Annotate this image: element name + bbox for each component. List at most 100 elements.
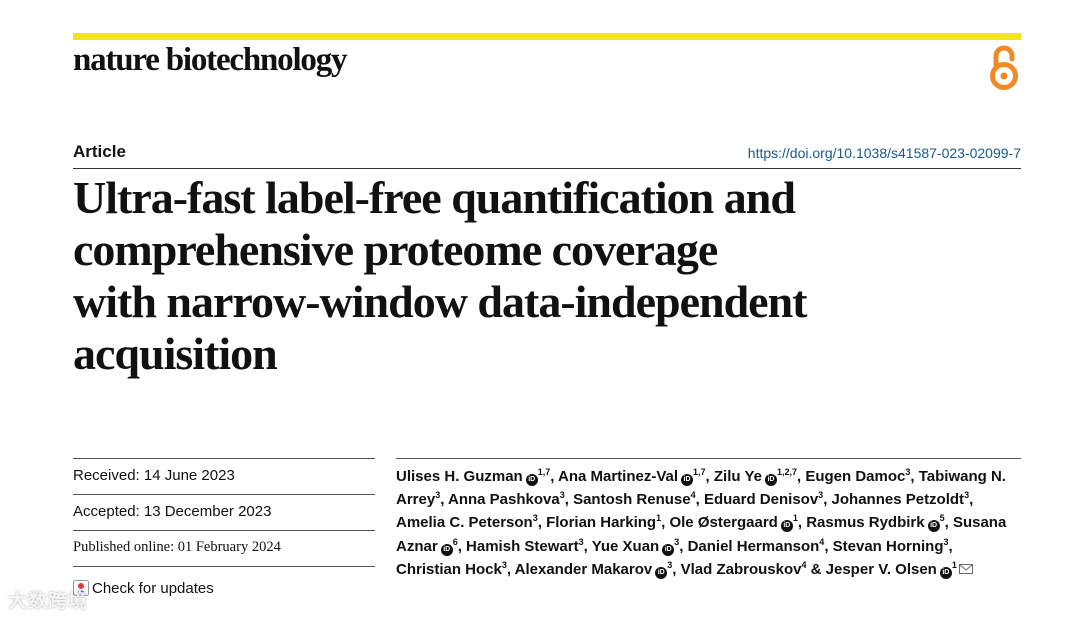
author-separator: , <box>506 560 515 578</box>
author-name[interactable]: Florian Harking1 <box>546 513 662 532</box>
author-separator: , <box>672 560 681 578</box>
author-separator: , <box>550 468 558 485</box>
affiliation-superscript: 4 <box>801 559 807 570</box>
affiliation-superscript: 4 <box>819 536 825 547</box>
author-name[interactable]: Zilu Ye iD1,2,7 <box>714 467 797 486</box>
orcid-icon[interactable]: iD <box>927 520 940 533</box>
affiliation-superscript: 1,2,7 <box>776 467 797 477</box>
check-for-updates-button[interactable]: Check for updates <box>73 566 375 602</box>
author-name[interactable]: Jesper V. Olsen iD1 <box>825 560 973 579</box>
header-rule <box>73 168 1021 169</box>
author-name[interactable]: Ana Martinez-Val iD1,7 <box>558 467 706 486</box>
orcid-icon[interactable]: iD <box>764 474 777 486</box>
author-separator: , <box>440 491 448 509</box>
email-envelope-icon[interactable] <box>958 563 973 574</box>
journal-name[interactable]: nature biotechnology <box>73 42 348 78</box>
journal-accent-bar <box>73 33 1021 40</box>
author-separator: & <box>806 560 826 578</box>
author-name-text: Rasmus Rydbirk <box>806 514 925 532</box>
check-updates-label: Check for updates <box>92 579 214 597</box>
author-separator: , <box>583 537 592 555</box>
author-name-text: Jesper V. Olsen <box>825 560 937 578</box>
author-name[interactable]: Hamish Stewart3 <box>466 536 584 555</box>
author-separator: , <box>824 537 833 555</box>
author-name[interactable]: Christian Hock3 <box>396 560 507 578</box>
publication-dates: Received: 14 June 2023 Accepted: 13 Dece… <box>73 458 375 602</box>
affiliation-superscript: 3 <box>905 467 911 477</box>
author-name-text: Yue Xuan <box>591 537 660 555</box>
author-name[interactable]: Tabiwang N. Arrey3 <box>396 468 1006 508</box>
author-name-text: Ulises H. Guzman <box>396 468 523 485</box>
author-name-text: Johannes Petzoldt <box>831 491 965 509</box>
author-name[interactable]: Ulises H. Guzman iD1,7 <box>396 467 551 486</box>
author-name-text: Christian Hock <box>396 560 502 578</box>
author-separator: , <box>679 537 688 555</box>
affiliation-superscript: 1,7 <box>537 467 551 477</box>
author-name[interactable]: Yue Xuan iD3 <box>591 536 680 556</box>
author-separator: , <box>564 491 574 509</box>
author-name-text: Tabiwang N. Arrey <box>396 468 1006 509</box>
author-name[interactable]: Anna Pashkova3 <box>448 490 565 509</box>
check-updates-icon <box>73 580 89 596</box>
affiliation-superscript: 3 <box>964 490 970 501</box>
affiliation-superscript: 1 <box>792 513 798 524</box>
author-separator: , <box>661 514 670 532</box>
orcid-icon[interactable]: iD <box>681 474 694 486</box>
affiliation-superscript: 3 <box>559 490 565 501</box>
article-type-label: Article <box>73 142 126 161</box>
affiliation-superscript: 1 <box>656 513 662 524</box>
author-name-text: Eugen Damoc <box>805 468 906 485</box>
author-name[interactable]: Santosh Renuse4 <box>573 491 696 509</box>
author-separator: , <box>537 514 547 532</box>
author-name-text: Hamish Stewart <box>466 537 579 555</box>
orcid-icon[interactable]: iD <box>939 566 952 579</box>
author-name-text: Eduard Denisov <box>703 491 819 509</box>
author-separator: , <box>948 537 953 555</box>
author-separator: , <box>695 491 704 509</box>
orcid-icon[interactable]: iD <box>655 566 668 579</box>
orcid-icon[interactable]: iD <box>780 520 793 533</box>
author-name[interactable]: Ole Østergaard iD1 <box>669 513 798 533</box>
author-name[interactable]: Daniel Hermanson4 <box>688 536 825 555</box>
accepted-date: Accepted: 13 December 2023 <box>73 494 375 530</box>
author-name[interactable]: Stevan Horning3 <box>833 536 949 555</box>
author-name-text: Alexander Makarov <box>514 560 653 578</box>
author-name-text: Anna Pashkova <box>448 491 560 509</box>
title-line: comprehensive proteome coverage <box>73 224 718 275</box>
author-name[interactable]: Amelia C. Peterson3 <box>396 514 538 532</box>
author-name[interactable]: Eduard Denisov3 <box>703 490 824 509</box>
author-separator: , <box>944 514 953 532</box>
affiliation-superscript: 3 <box>578 536 584 547</box>
author-separator: , <box>823 491 832 509</box>
author-name[interactable]: Susana Aznar iD6 <box>396 514 1007 556</box>
affiliation-superscript: 6 <box>452 536 458 547</box>
orcid-icon[interactable]: iD <box>440 543 453 556</box>
author-name[interactable]: Eugen Damoc3 <box>805 467 911 486</box>
orcid-icon[interactable]: iD <box>662 543 675 556</box>
author-name[interactable]: Rasmus Rydbirk iD5 <box>806 514 945 533</box>
author-separator: , <box>797 514 807 532</box>
author-name[interactable]: Vlad Zabrouskov4 <box>680 559 807 578</box>
author-name-text: Vlad Zabrouskov <box>680 560 802 578</box>
affiliation-superscript: 3 <box>435 490 441 501</box>
author-name[interactable]: Alexander Makarov iD3 <box>514 560 672 579</box>
author-name-text: Santosh Renuse <box>573 491 691 509</box>
doi-link[interactable]: https://doi.org/10.1038/s41587-023-02099… <box>747 145 1021 161</box>
affiliation-superscript: 1,7 <box>693 467 706 477</box>
author-separator: , <box>969 491 974 509</box>
orcid-icon[interactable]: iD <box>525 474 538 486</box>
published-date: Published online: 01 February 2024 <box>73 530 375 566</box>
author-separator: , <box>705 468 714 485</box>
title-line: acquisition <box>73 328 278 379</box>
author-name[interactable]: Johannes Petzoldt3 <box>831 490 970 509</box>
author-name-text: Susana Aznar <box>396 514 1007 555</box>
authors-rule <box>396 458 1021 459</box>
author-name-text: Florian Harking <box>546 514 657 532</box>
open-access-lock-icon[interactable] <box>987 45 1021 91</box>
article-title: Ultra-fast label-free quantification and… <box>73 172 973 380</box>
author-separator: , <box>910 468 919 485</box>
author-name-text: Ole Østergaard <box>669 514 778 532</box>
affiliation-superscript: 3 <box>674 536 680 547</box>
affiliation-superscript: 3 <box>943 536 949 547</box>
affiliation-superscript: 3 <box>818 490 824 501</box>
